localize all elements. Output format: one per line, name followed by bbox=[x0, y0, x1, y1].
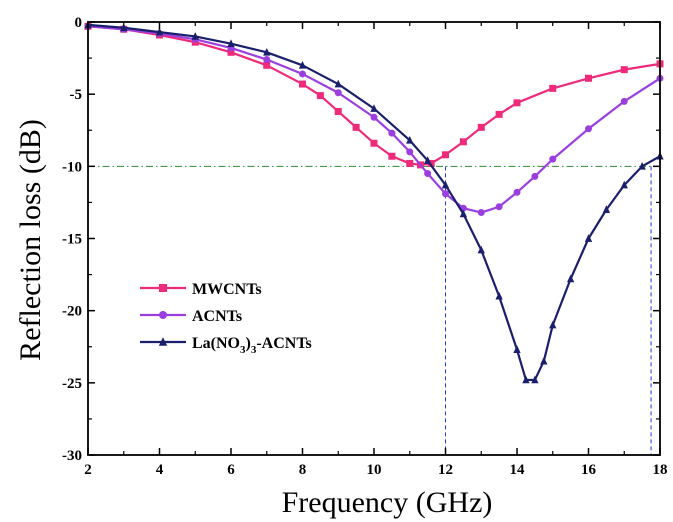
data-point bbox=[620, 66, 628, 74]
y-tick-label: 0 bbox=[75, 15, 83, 31]
x-tick-label: 14 bbox=[510, 462, 526, 478]
data-point bbox=[531, 172, 539, 180]
data-point bbox=[442, 151, 449, 159]
data-point bbox=[227, 48, 235, 56]
data-point bbox=[495, 110, 503, 118]
data-point bbox=[549, 320, 557, 329]
data-point bbox=[299, 80, 306, 88]
series-line bbox=[87, 25, 661, 214]
series bbox=[84, 20, 664, 384]
data-point bbox=[549, 155, 557, 163]
legend-marker bbox=[159, 284, 167, 292]
data-point bbox=[459, 209, 468, 218]
data-point bbox=[495, 203, 503, 211]
data-point bbox=[298, 60, 307, 69]
legend-item: La(NO3)3-ACNTs bbox=[140, 335, 312, 356]
data-point bbox=[513, 188, 521, 196]
y-tick-label: -30 bbox=[62, 448, 82, 464]
x-tick-label: 12 bbox=[438, 462, 453, 478]
series bbox=[84, 22, 664, 169]
series-line bbox=[87, 25, 661, 166]
legend-marker bbox=[158, 337, 168, 346]
x-tick-label: 18 bbox=[653, 462, 668, 478]
data-point bbox=[459, 138, 467, 146]
series bbox=[84, 22, 664, 217]
legend-marker bbox=[159, 311, 167, 319]
data-point bbox=[620, 97, 628, 105]
legend-label: ACNTs bbox=[192, 308, 242, 325]
data-point bbox=[263, 61, 271, 69]
legend-item: ACNTs bbox=[140, 308, 242, 325]
data-point bbox=[620, 180, 628, 189]
legend: MWCNTs ACNTs La(NO3)3-ACNTs bbox=[140, 281, 312, 356]
y-tick-label: -10 bbox=[62, 159, 82, 175]
data-point bbox=[191, 32, 199, 40]
legend-label: MWCNTs bbox=[192, 281, 262, 298]
data-point bbox=[540, 356, 548, 365]
data-point bbox=[263, 56, 271, 64]
data-point bbox=[388, 129, 396, 137]
data-point bbox=[477, 209, 485, 217]
reference-lines bbox=[88, 165, 660, 455]
series-line bbox=[87, 23, 661, 382]
y-tick-label: -25 bbox=[62, 376, 82, 392]
x-tick-label: 6 bbox=[227, 462, 235, 478]
data-point bbox=[638, 162, 646, 170]
x-tick-label: 10 bbox=[367, 462, 382, 478]
data-point bbox=[602, 205, 611, 213]
y-tick-label: -5 bbox=[70, 87, 83, 103]
legend-label: La(NO3)3-ACNTs bbox=[192, 335, 312, 356]
data-point bbox=[263, 47, 271, 56]
data-point bbox=[585, 125, 592, 133]
data-point bbox=[299, 70, 306, 78]
data-point bbox=[406, 148, 414, 156]
data-point bbox=[388, 152, 396, 160]
x-tick-label: 2 bbox=[84, 462, 92, 478]
data-point bbox=[477, 245, 485, 254]
data-point bbox=[424, 170, 432, 178]
data-point bbox=[352, 123, 360, 131]
series-layer bbox=[84, 20, 664, 384]
legend-item: MWCNTs bbox=[140, 281, 262, 298]
data-point bbox=[406, 159, 414, 167]
data-point bbox=[495, 291, 503, 300]
y-tick-label: -15 bbox=[62, 232, 82, 248]
data-point bbox=[513, 99, 521, 107]
data-point bbox=[441, 180, 450, 189]
data-point bbox=[370, 139, 378, 147]
plot-frame bbox=[87, 21, 661, 456]
data-point bbox=[155, 27, 164, 36]
data-point bbox=[566, 274, 575, 283]
data-point bbox=[423, 156, 432, 164]
y-axis-title: Reflection loss (dB) bbox=[14, 119, 47, 361]
data-point bbox=[522, 375, 530, 384]
data-point bbox=[549, 84, 557, 92]
y-tick-label: -20 bbox=[62, 304, 82, 320]
data-point bbox=[334, 79, 342, 88]
data-point bbox=[334, 107, 342, 115]
data-point bbox=[334, 89, 342, 97]
data-point bbox=[477, 123, 485, 131]
x-tick-label: 16 bbox=[581, 462, 597, 478]
data-point bbox=[370, 104, 378, 112]
data-point bbox=[442, 190, 449, 198]
data-point bbox=[120, 23, 128, 32]
x-tick-label: 8 bbox=[299, 462, 307, 478]
data-point bbox=[584, 234, 593, 242]
data-point bbox=[406, 136, 414, 144]
axes: 2 4 6 8 10 12 14 16 18 0 -5 -10 -15 -20 -25 -30 bbox=[62, 15, 668, 478]
data-point bbox=[227, 39, 235, 47]
data-point bbox=[531, 375, 539, 384]
data-point bbox=[427, 159, 435, 167]
data-point bbox=[316, 92, 324, 100]
data-point bbox=[585, 74, 592, 82]
x-tick-label: 4 bbox=[156, 462, 164, 478]
x-axis-title: Frequency (GHz) bbox=[282, 486, 493, 519]
data-point bbox=[370, 113, 378, 121]
data-point bbox=[513, 345, 521, 353]
